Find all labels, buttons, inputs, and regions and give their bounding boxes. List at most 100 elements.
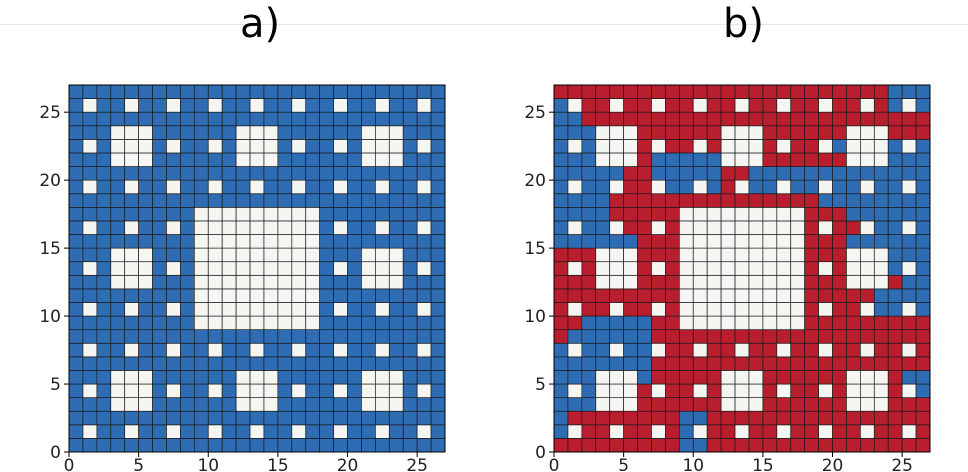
cell (124, 206, 139, 222)
cell (651, 84, 666, 99)
cell (846, 166, 861, 181)
cell (221, 84, 237, 99)
cell (249, 84, 265, 99)
cell (873, 193, 889, 208)
cell (860, 234, 875, 249)
cell (748, 98, 764, 113)
cell (263, 274, 279, 290)
cell (402, 274, 418, 290)
cell (692, 410, 708, 426)
cell (748, 302, 764, 317)
cell (665, 247, 680, 263)
cell (138, 152, 153, 167)
cell (249, 302, 265, 317)
cell (82, 152, 98, 167)
cell (166, 302, 181, 317)
cell (291, 383, 307, 398)
cell (567, 261, 583, 276)
cell (860, 206, 875, 222)
cell (623, 139, 638, 154)
x-tick-label: 10 (682, 456, 704, 472)
cell (138, 193, 153, 208)
cell (581, 370, 597, 385)
cell (388, 410, 404, 426)
cell (305, 329, 321, 344)
cell (706, 288, 722, 303)
cell (901, 247, 917, 263)
cell (748, 111, 764, 127)
cell (263, 356, 279, 371)
cell (207, 274, 223, 290)
cell (68, 193, 84, 208)
cell (804, 152, 819, 167)
cell (832, 193, 847, 208)
cell (860, 193, 875, 208)
cell (901, 206, 917, 222)
cell (609, 247, 624, 263)
cell (720, 152, 736, 167)
cell (305, 397, 321, 412)
cell (609, 166, 624, 181)
cell (291, 234, 307, 249)
cell (776, 220, 792, 235)
cell (860, 139, 875, 154)
cell (138, 125, 153, 140)
cell (706, 410, 722, 426)
cell (678, 247, 694, 263)
cell (553, 329, 569, 344)
cell (748, 274, 764, 290)
cell (124, 315, 139, 331)
cell (277, 383, 293, 398)
cell (609, 424, 624, 439)
cell (333, 261, 348, 276)
cell (887, 288, 903, 303)
cell (82, 383, 98, 398)
cell (901, 98, 917, 113)
cell (901, 274, 917, 290)
cell (166, 84, 181, 99)
cell (333, 356, 348, 371)
cell (804, 397, 819, 412)
cell (581, 356, 597, 371)
cell (207, 315, 223, 331)
cell (623, 220, 638, 235)
cell (748, 152, 764, 167)
cell (776, 247, 792, 263)
cell (416, 166, 432, 181)
cell (249, 193, 265, 208)
cell (305, 84, 321, 99)
cell (235, 424, 251, 439)
cell (277, 410, 293, 426)
cell (347, 84, 362, 99)
cell (623, 288, 638, 303)
cell (651, 424, 666, 439)
cell (333, 438, 348, 453)
cell (915, 397, 931, 412)
cell (553, 206, 569, 222)
cell (706, 424, 722, 439)
cell (361, 166, 376, 181)
cell (263, 397, 279, 412)
cell (915, 274, 931, 290)
cell (152, 139, 167, 154)
cell (665, 234, 680, 249)
cell (692, 315, 708, 331)
cell (790, 220, 806, 235)
cell (221, 438, 237, 453)
cell (804, 247, 819, 263)
cell (361, 274, 376, 290)
cell (249, 98, 265, 113)
cell (263, 383, 279, 398)
cell (748, 261, 764, 276)
cell (915, 193, 931, 208)
y-tick-label: 20 (524, 171, 546, 191)
cell (124, 342, 139, 358)
cell (901, 234, 917, 249)
cell (637, 234, 652, 249)
cell (193, 274, 209, 290)
cell (887, 397, 903, 412)
cell (68, 98, 84, 113)
cell (678, 383, 694, 398)
cell (375, 329, 390, 344)
cell (291, 179, 307, 195)
